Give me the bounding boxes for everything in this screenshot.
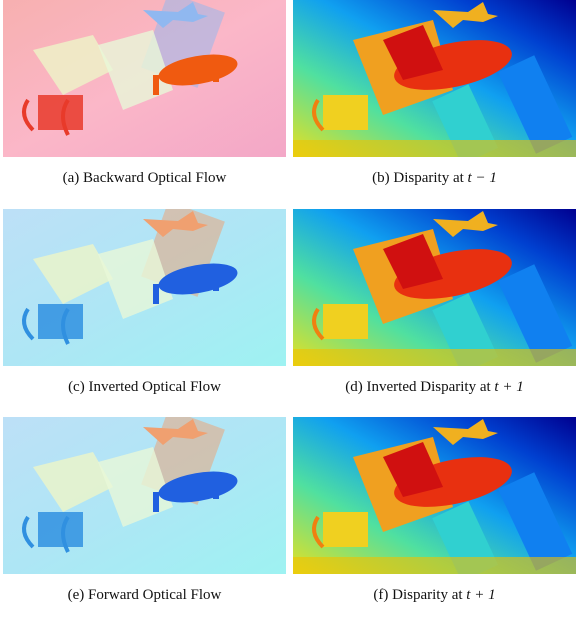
- caption-text: (c) Inverted Optical Flow: [68, 378, 221, 395]
- caption-math: t + 1: [494, 378, 524, 395]
- caption: (d) Inverted Disparity at t + 1: [293, 379, 576, 396]
- caption-text: (f) Disparity at: [373, 587, 463, 603]
- caption: (f) Disparity at t + 1: [293, 587, 576, 604]
- caption-text: (a) Backward Optical Flow: [62, 170, 227, 186]
- panel-image: [3, 208, 286, 366]
- caption: (a) Backward Optical Flow: [3, 170, 286, 187]
- panel: (c) Inverted Optical Flow: [3, 208, 286, 418]
- panel: (d) Inverted Disparity at t + 1: [293, 208, 576, 418]
- caption: (e) Forward Optical Flow: [3, 587, 286, 604]
- panel-image: [3, 0, 286, 157]
- panel-image: [3, 417, 286, 574]
- panel-image: [293, 208, 576, 366]
- caption: (b) Disparity at t − 1: [293, 170, 576, 187]
- caption-text: (e) Forward Optical Flow: [67, 587, 222, 603]
- caption: (c) Inverted Optical Flow: [3, 379, 286, 396]
- panel: (e) Forward Optical Flow: [3, 417, 286, 626]
- panel-image: [293, 417, 576, 574]
- caption-text: (b) Disparity at: [372, 170, 464, 186]
- panel: (b) Disparity at t − 1: [293, 0, 576, 209]
- caption-math: t − 1: [467, 170, 497, 186]
- panel-image: [293, 0, 576, 157]
- caption-text: (d) Inverted Disparity at: [345, 378, 491, 395]
- panel: (a) Backward Optical Flow: [3, 0, 286, 209]
- panel: (f) Disparity at t + 1: [293, 417, 576, 626]
- caption-math: t + 1: [466, 587, 496, 603]
